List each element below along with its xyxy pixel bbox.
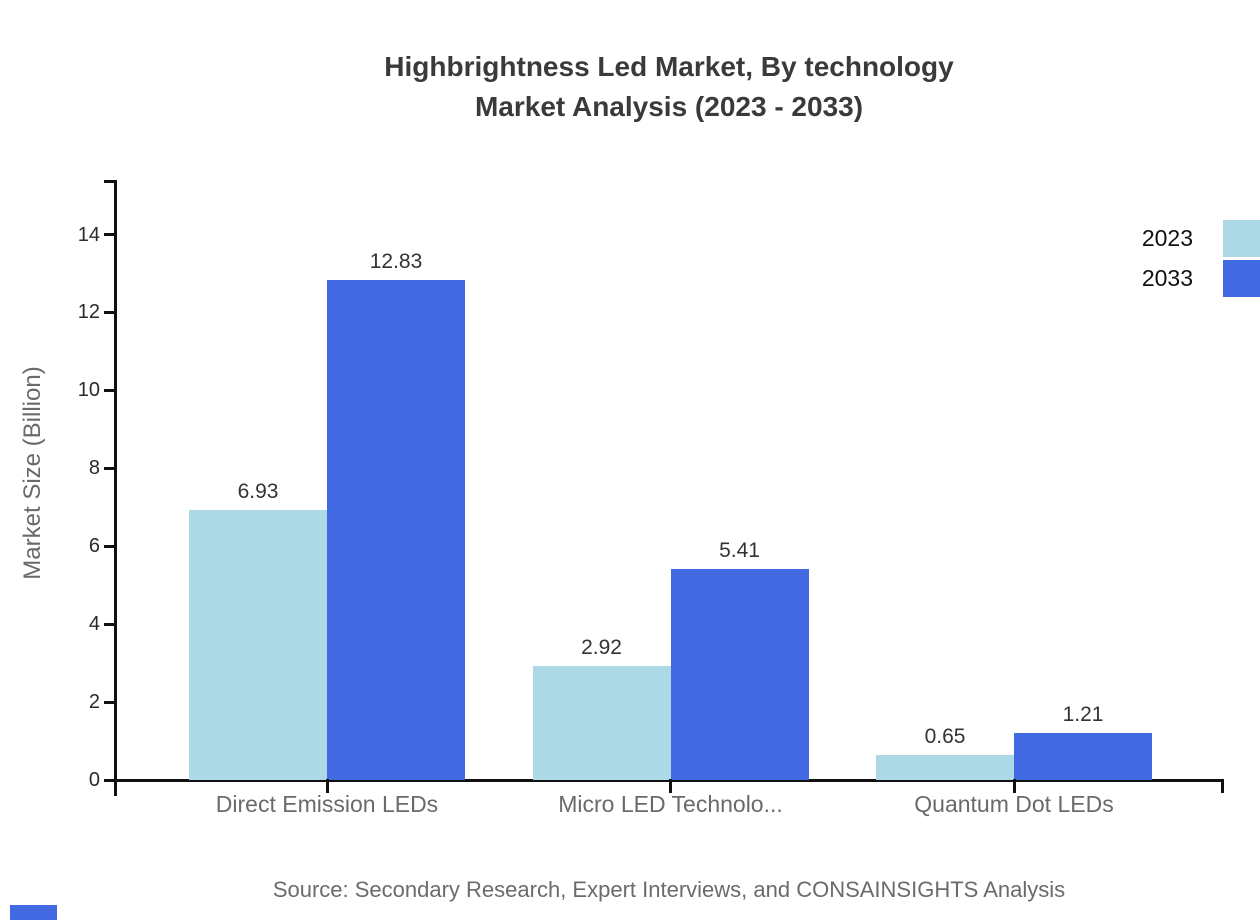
y-tick-10	[104, 388, 114, 392]
x-tick-2	[669, 779, 672, 793]
x-axis-end-tick	[1221, 779, 1224, 793]
y-tick-label-6: 6	[88, 535, 100, 558]
y-tick-12	[104, 310, 114, 314]
bar-2033-group2	[670, 569, 809, 780]
bar-2023-group1	[189, 510, 327, 780]
brand-mark	[10, 905, 57, 920]
x-tick-1	[325, 779, 329, 793]
bar-2023-group2	[532, 666, 671, 780]
x-tick-3	[1012, 779, 1016, 793]
bar-2033-group1	[327, 280, 465, 780]
legend-label-2033: 2033	[1141, 265, 1193, 291]
y-tick-label-14: 14	[77, 223, 100, 246]
chart-title-line2: Market Analysis (2023 - 2033)	[474, 91, 864, 122]
y-tick-label-8: 8	[88, 457, 100, 480]
x-axis-line	[114, 779, 1221, 782]
chart-title-line1: Highbrightness Led Market, By technology	[384, 51, 954, 82]
plot-area: 0 2 4 6 8 10 12 14 6.93 2.92 0.65 12.83 5.41 1.21 Dire…	[78, 180, 1224, 817]
y-tick-14	[104, 233, 114, 237]
legend: 2023 2033	[1142, 220, 1260, 300]
bar-2033-group3	[1014, 732, 1152, 780]
y-tick-8	[104, 466, 114, 470]
legend-swatch-2033	[1223, 260, 1260, 297]
y-tick-0	[104, 778, 114, 782]
y-tick-6	[104, 544, 114, 548]
value-label-2033-group2: 5.41	[719, 539, 760, 563]
legend-item-2023: 2023	[1142, 220, 1260, 257]
legend-swatch-2023	[1223, 220, 1260, 257]
value-label-2033-group1: 12.83	[369, 250, 423, 274]
y-tick-label-10: 10	[77, 379, 100, 402]
y-tick-label-2: 2	[88, 691, 100, 714]
y-tick-label-12: 12	[77, 301, 100, 324]
y-tick-2	[104, 700, 114, 704]
chart-title: Highbrightness Led Market, By technology…	[117, 47, 1221, 127]
y-axis-top-tick	[104, 180, 114, 183]
y-tick-label-4: 4	[88, 613, 100, 636]
category-label-3: Quantum Dot LEDs	[914, 791, 1114, 817]
value-label-2023-group3: 0.65	[924, 724, 966, 748]
y-axis-line	[114, 180, 117, 796]
y-tick-label-0: 0	[88, 769, 100, 791]
value-label-2033-group3: 1.21	[1062, 702, 1104, 726]
bar-2023-group3	[876, 754, 1014, 780]
source-note: Source: Secondary Research, Expert Inter…	[272, 877, 1066, 902]
category-label-1: Direct Emission LEDs	[215, 791, 439, 817]
legend-item-2033: 2033	[1142, 260, 1260, 297]
value-label-2023-group2: 2.92	[581, 636, 622, 660]
value-label-2023-group1: 6.93	[237, 480, 279, 503]
category-label-2: Micro LED Technolo...	[558, 791, 783, 817]
y-tick-4	[104, 622, 114, 626]
legend-label-2023: 2023	[1141, 225, 1193, 251]
